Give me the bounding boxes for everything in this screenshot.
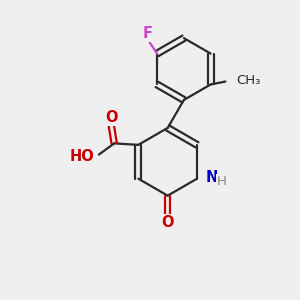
Text: N: N (205, 170, 218, 185)
Text: H: H (217, 175, 227, 188)
Text: CH₃: CH₃ (236, 74, 261, 88)
Text: O: O (161, 214, 174, 230)
Text: O: O (105, 110, 118, 125)
Text: HO: HO (70, 148, 94, 164)
Text: F: F (142, 26, 152, 41)
